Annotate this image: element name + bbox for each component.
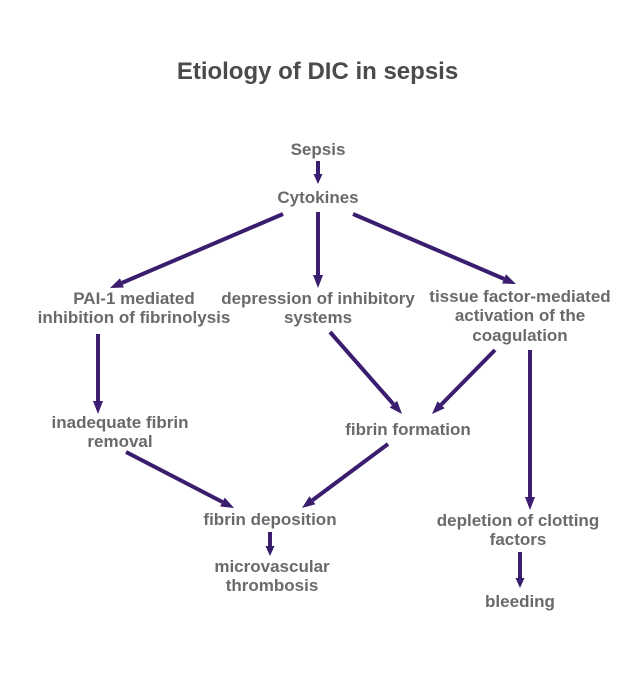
edge-fibform-fibdep bbox=[312, 444, 388, 500]
arrowhead-fibform-fibdep bbox=[302, 496, 315, 508]
node-micro: microvascularthrombosis bbox=[187, 557, 357, 596]
arrowhead-fibdep-micro bbox=[266, 546, 275, 556]
node-deplete: depletion of clottingfactors bbox=[423, 511, 613, 550]
arrowhead-tf-deplete bbox=[525, 497, 535, 510]
arrowhead-depress-fibform bbox=[390, 401, 402, 414]
arrowhead-tf-fibform bbox=[432, 401, 445, 414]
arrowhead-deplete-bleed bbox=[516, 578, 525, 588]
node-pai1: PAI-1 mediatedinhibition of fibrinolysis bbox=[24, 289, 244, 328]
arrowhead-cytokines-depress bbox=[313, 275, 323, 288]
node-bleed: bleeding bbox=[460, 592, 580, 612]
node-sepsis: Sepsis bbox=[258, 140, 378, 160]
arrowhead-sepsis-cytokines bbox=[314, 174, 323, 184]
node-depress: depression of inhibitorysystems bbox=[213, 289, 423, 328]
node-fibform: fibrin formation bbox=[323, 420, 493, 440]
edge-cytokines-pai1 bbox=[122, 214, 283, 283]
node-cytokines: Cytokines bbox=[248, 188, 388, 208]
edge-inad-fibdep bbox=[126, 452, 222, 502]
node-fibdep: fibrin deposition bbox=[185, 510, 355, 530]
node-tf: tissue factor-mediatedactivation of thec… bbox=[415, 287, 625, 346]
arrowhead-inad-fibdep bbox=[220, 498, 234, 508]
diagram-title: Etiology of DIC in sepsis bbox=[0, 58, 635, 86]
edge-depress-fibform bbox=[330, 332, 393, 404]
arrowhead-cytokines-tf bbox=[502, 274, 516, 284]
edge-tf-fibform bbox=[441, 350, 495, 405]
arrowhead-cytokines-pai1 bbox=[110, 278, 124, 288]
edge-cytokines-tf bbox=[353, 214, 504, 279]
node-inad: inadequate fibrinremoval bbox=[30, 413, 210, 452]
